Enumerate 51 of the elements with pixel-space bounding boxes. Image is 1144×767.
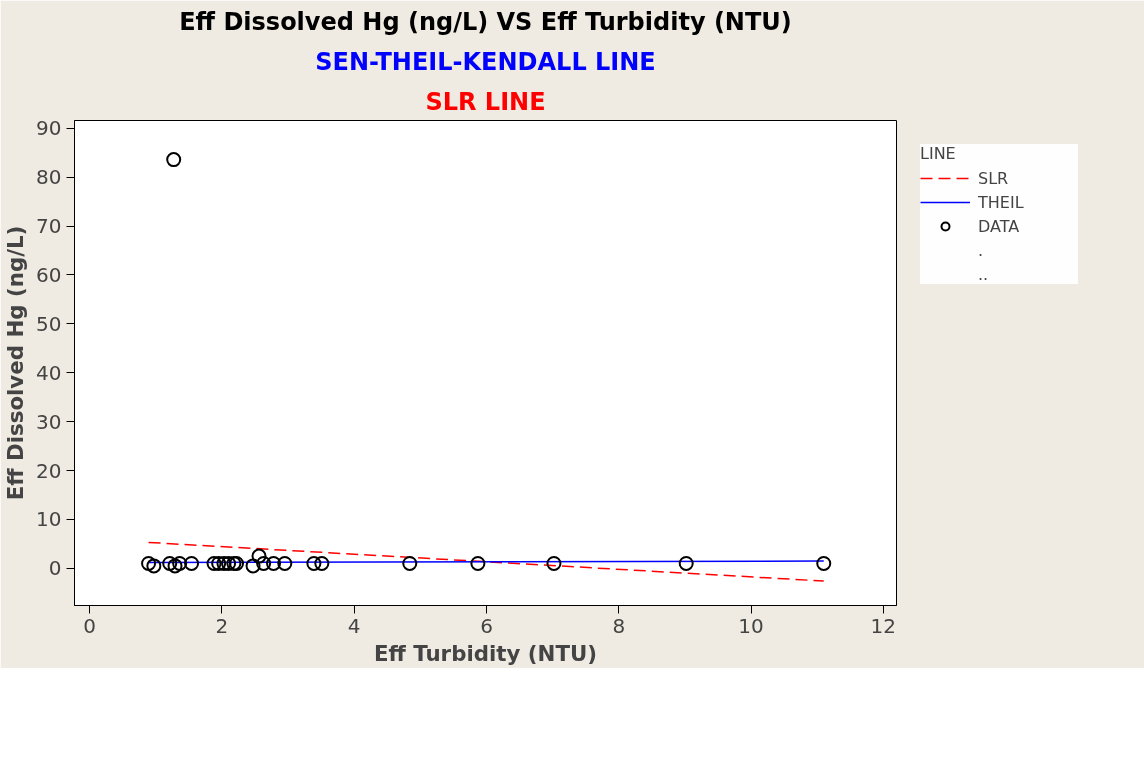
legend-title: LINE bbox=[920, 144, 957, 163]
y-tick-label: 90 bbox=[36, 116, 62, 141]
x-tick-label: 12 bbox=[870, 613, 896, 638]
point bbox=[277, 555, 293, 571]
chart-title: Eff Dissolved Hg (ng/L) VS Eff Turbidity (NTU) bbox=[179, 7, 792, 36]
point bbox=[221, 555, 237, 571]
text: . bbox=[978, 240, 985, 260]
point bbox=[146, 558, 162, 574]
legend-label: THEIL bbox=[978, 192, 1025, 212]
point bbox=[251, 548, 267, 564]
x-axis-title: Eff Turbidity (NTU) bbox=[373, 640, 598, 666]
x-tick-label: 10 bbox=[738, 613, 764, 638]
point bbox=[245, 558, 261, 574]
point bbox=[402, 555, 418, 571]
point bbox=[546, 555, 562, 571]
point bbox=[167, 558, 183, 574]
y-axis-title: Eff Dissolved Hg (ng/L) bbox=[3, 225, 29, 501]
point bbox=[211, 555, 227, 571]
y-tick-label: 40 bbox=[36, 360, 62, 385]
chart-subtitle: SEN-THEIL-KENDALL LINE bbox=[315, 47, 656, 76]
x-tick-label: 0 bbox=[83, 613, 97, 638]
point bbox=[184, 555, 200, 571]
point bbox=[166, 152, 182, 168]
y-tick-label: 70 bbox=[36, 214, 62, 239]
legend-label: DATA bbox=[978, 216, 1021, 236]
y-tick-label: 60 bbox=[36, 263, 62, 287]
point bbox=[162, 555, 178, 571]
x-tick-label: 4 bbox=[347, 613, 361, 638]
legend-label: SLR bbox=[978, 168, 1010, 188]
point bbox=[216, 555, 232, 571]
point bbox=[306, 555, 322, 571]
y-tick-label: 80 bbox=[36, 165, 62, 190]
text: .. bbox=[978, 264, 990, 284]
point bbox=[256, 555, 272, 571]
point bbox=[266, 555, 282, 571]
point bbox=[470, 555, 486, 571]
point bbox=[206, 555, 222, 571]
y-tick-label: 0 bbox=[48, 556, 62, 581]
text: SLR LINE bbox=[425, 87, 546, 116]
point bbox=[816, 555, 832, 571]
point bbox=[314, 555, 330, 571]
x-tick-label: 2 bbox=[215, 613, 229, 638]
y-tick-label: 20 bbox=[36, 458, 62, 483]
point bbox=[678, 555, 694, 571]
point bbox=[172, 555, 188, 571]
x-tick-label: 8 bbox=[612, 613, 626, 638]
y-tick-label: 50 bbox=[36, 311, 62, 336]
y-tick-label: 30 bbox=[36, 409, 62, 434]
point bbox=[141, 555, 157, 571]
y-tick-label: 10 bbox=[36, 507, 62, 532]
x-tick-label: 6 bbox=[480, 613, 493, 638]
